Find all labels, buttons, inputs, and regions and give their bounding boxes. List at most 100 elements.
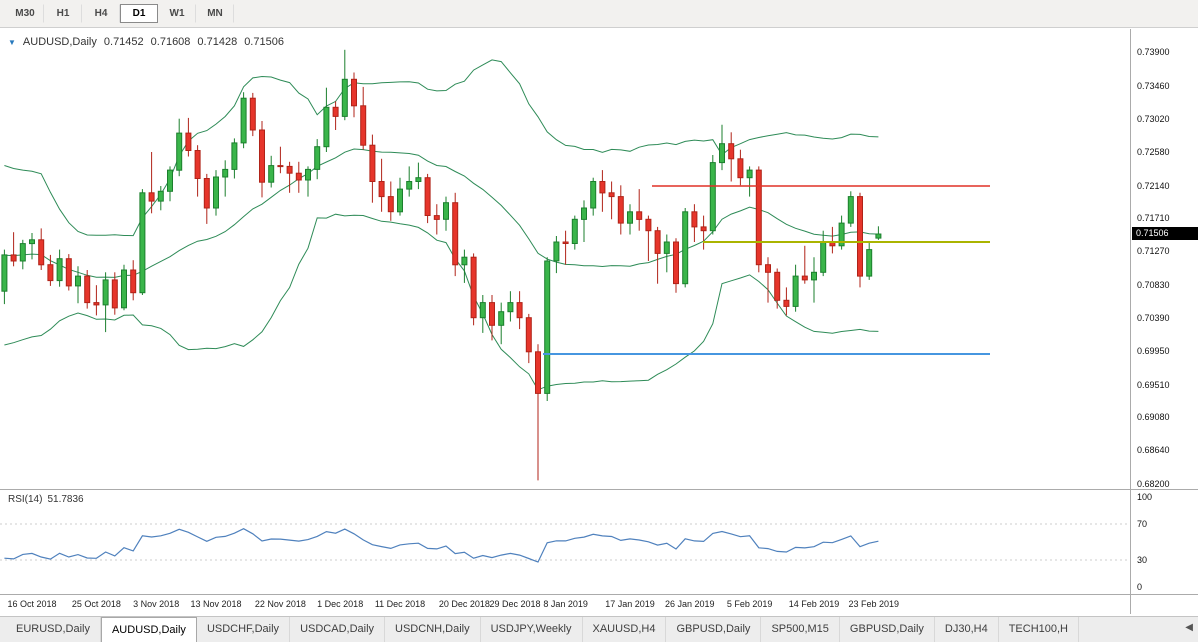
chart-tab-gbpusd-daily[interactable]: GBPUSD,Daily: [666, 617, 762, 642]
candle-body: [866, 249, 873, 277]
candle-body: [231, 142, 238, 170]
candle-body: [498, 311, 505, 326]
candle-body: [213, 176, 219, 209]
chart-low-value: 0.71428: [197, 36, 238, 48]
candle-body: [397, 188, 403, 213]
price-scale-label: 0.72580: [1137, 147, 1170, 158]
chart-tab-usdcad-daily[interactable]: USDCAD,Daily: [290, 617, 386, 642]
bollinger-upper-band: [4, 59, 879, 237]
timeframe-button-w1[interactable]: W1: [158, 4, 196, 23]
chart-tab-xauusd-h4[interactable]: XAUUSD,H4: [583, 617, 667, 642]
candle-body: [415, 177, 422, 182]
chart-open-value: 0.71452: [103, 36, 144, 48]
candle-body: [93, 302, 100, 306]
chart-tab-usdcnh-daily[interactable]: USDCNH,Daily: [385, 617, 481, 642]
timeframe-button-mn[interactable]: MN: [196, 4, 234, 23]
date-axis-label: 5 Feb 2019: [726, 599, 773, 609]
candle-body: [424, 177, 431, 216]
chart-tab-tech100-h[interactable]: TECH100,H: [999, 617, 1079, 642]
candle-body: [544, 260, 551, 394]
price-scale-label: 0.72140: [1137, 180, 1170, 191]
candle-body: [783, 299, 790, 307]
candle-body: [406, 181, 413, 190]
rsi-indicator-panel[interactable]: [0, 491, 1129, 593]
timeframe-button-h1[interactable]: H1: [44, 4, 82, 23]
candle-body: [700, 226, 707, 232]
candle-body: [525, 317, 532, 353]
candle-body: [351, 78, 357, 107]
timeframe-button-h4[interactable]: H4: [82, 4, 120, 23]
candle-body: [185, 132, 192, 151]
rsi-scale-label: 100: [1137, 491, 1153, 502]
candle-body: [581, 207, 587, 220]
candle-body: [29, 239, 35, 245]
candle-body: [47, 264, 54, 282]
chart-tab-bar: EURUSD,Daily AUDUSD,Daily USDCHF,Daily USDC…: [0, 616, 1198, 642]
candle-body: [682, 211, 689, 285]
candle-body: [663, 241, 670, 254]
candle-body: [387, 196, 394, 213]
candle-body: [130, 269, 137, 294]
rsi-scale-label: 0: [1137, 581, 1143, 592]
chart-tab-eurusd-daily[interactable]: EURUSD,Daily: [6, 617, 101, 642]
candle-body: [332, 106, 339, 117]
candle-body: [801, 275, 808, 281]
timeframe-toolbar: M30 H1 H4 D1 W1 MN: [0, 0, 1198, 28]
candle-body: [654, 230, 661, 254]
candle-body: [562, 241, 569, 244]
date-axis-label: 1 Dec 2018: [317, 599, 364, 609]
candle-body: [691, 211, 698, 228]
candle-body: [571, 218, 578, 245]
price-scale-label: 0.69950: [1137, 346, 1170, 357]
chart-close-value: 0.71506: [244, 36, 284, 48]
candle-body: [167, 169, 173, 192]
price-scale-label: 0.71270: [1137, 246, 1170, 257]
date-axis: 16 Oct 2018 25 Oct 2018 3 Nov 2018 13 Nov 2…: [0, 596, 1129, 614]
chart-high-value: 0.71608: [150, 36, 191, 48]
date-axis-label: 26 Jan 2019: [665, 599, 715, 609]
candle-body: [139, 192, 146, 294]
price-scale-label: 0.69510: [1137, 379, 1170, 390]
price-scale-label: 0.73900: [1137, 47, 1170, 58]
candle-body: [857, 196, 863, 277]
candle-body: [516, 302, 523, 319]
price-scale: 0.71506 0.73900 0.73460 0.73020 0.72580 0.72…: [1130, 29, 1198, 614]
bollinger-middle-band: [4, 148, 879, 278]
timeframe-button-d1[interactable]: D1: [120, 4, 158, 23]
bollinger-lower-band: [4, 213, 879, 391]
candle-body: [176, 132, 183, 171]
candle-body: [792, 275, 799, 307]
candle-body: [875, 233, 882, 239]
candle-body: [728, 143, 735, 160]
timeframe-button-m30[interactable]: M30: [6, 4, 44, 23]
candle-body: [10, 254, 17, 262]
candle-body: [259, 129, 265, 183]
candle-body: [737, 158, 744, 179]
rsi-line: [4, 528, 879, 563]
price-scale-label: 0.70390: [1137, 312, 1170, 323]
date-axis-label: 13 Nov 2018: [190, 599, 242, 609]
rsi-value: 51.7836: [47, 494, 84, 505]
date-axis-label: 17 Jan 2019: [605, 599, 655, 609]
chart-rsi-divider[interactable]: [0, 489, 1198, 490]
candle-body: [19, 243, 26, 262]
candle-body: [452, 202, 459, 266]
candle-body: [111, 279, 118, 309]
rsi-axis-divider: [0, 594, 1198, 595]
chart-tab-usdchf-daily[interactable]: USDCHF,Daily: [197, 617, 291, 642]
chart-tab-usdjpy-weekly[interactable]: USDJPY,Weekly: [481, 617, 583, 642]
candle-body: [305, 168, 311, 181]
candlestick-chart[interactable]: [0, 29, 1129, 489]
tabs-scroll-left-button[interactable]: ◀: [1185, 622, 1193, 633]
chart-symbol-period: AUDUSD,Daily: [22, 36, 97, 48]
date-axis-label: 20 Dec 2018: [438, 599, 490, 609]
chart-tab-sp500-m15[interactable]: SP500,M15: [761, 617, 840, 642]
candle-body: [84, 275, 91, 304]
chart-tab-dj30-h4[interactable]: DJ30,H4: [935, 617, 999, 642]
date-axis-label: 16 Oct 2018: [7, 599, 57, 609]
candle-body: [341, 78, 348, 117]
rsi-scale-label: 30: [1137, 554, 1148, 565]
chart-tab-audusd-daily[interactable]: AUDUSD,Daily: [100, 617, 197, 642]
chart-tab-gbpusd-daily[interactable]: GBPUSD,Daily: [840, 617, 935, 642]
candle-body: [443, 202, 449, 220]
